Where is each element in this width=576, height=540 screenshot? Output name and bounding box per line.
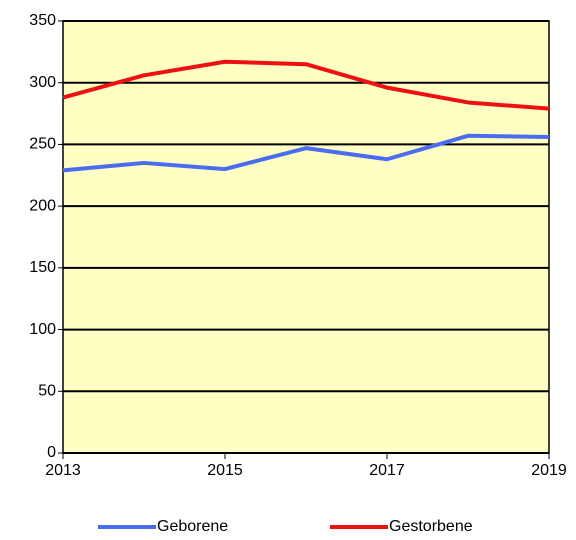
- y-tick-label: 350: [29, 12, 56, 29]
- y-tick-label: 0: [47, 444, 56, 461]
- y-tick-label: 250: [29, 136, 56, 153]
- y-tick-label: 50: [38, 383, 56, 400]
- legend-label: Geborene: [157, 518, 228, 535]
- x-tick-label: 2017: [369, 462, 405, 479]
- legend-label: Gestorbene: [389, 518, 473, 535]
- series-line: [62, 59, 550, 111]
- y-tick-label: 150: [29, 259, 56, 276]
- y-tick-label: 100: [29, 321, 56, 338]
- plot-frame: [62, 20, 550, 454]
- plot-area: [63, 21, 549, 453]
- y-tick-label: 300: [29, 74, 56, 91]
- x-tick-label: 2015: [207, 462, 243, 479]
- x-tick-label: 2019: [531, 462, 567, 479]
- series-line: [62, 133, 550, 173]
- x-tick-label: 2013: [45, 462, 81, 479]
- y-tick-label: 200: [29, 197, 56, 214]
